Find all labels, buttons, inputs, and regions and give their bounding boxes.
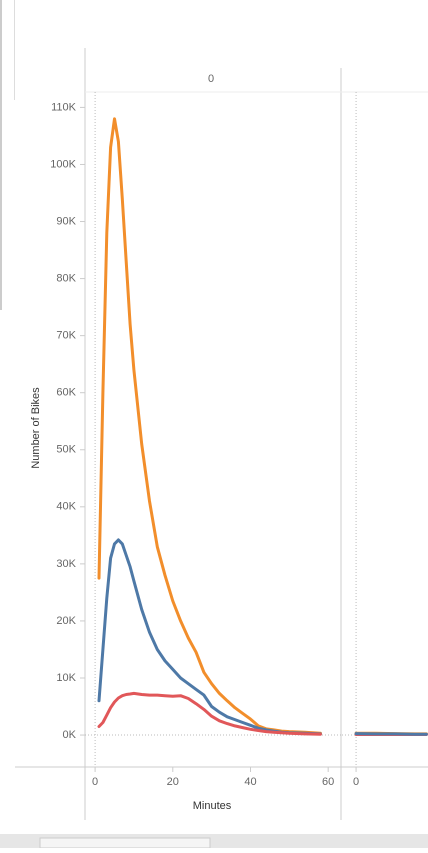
- x-tick-label: 0: [92, 776, 98, 788]
- series-line: [97, 117, 322, 735]
- y-tick-label: 70K: [56, 330, 76, 342]
- left-edge: [0, 0, 2, 310]
- y-tick-label: 40K: [56, 501, 76, 513]
- x-tick-label: 60: [322, 776, 334, 788]
- pane-header: 0: [208, 73, 214, 85]
- y-tick-label: 100K: [50, 158, 76, 170]
- series-line: [97, 691, 322, 736]
- series-line: [354, 732, 428, 736]
- y-tick-label: 80K: [56, 272, 76, 284]
- y-tick-label: 10K: [56, 672, 76, 684]
- y-tick-label: 110K: [51, 101, 77, 113]
- frame-line: [14, 0, 15, 100]
- y-tick-label: 0K: [63, 729, 77, 741]
- y-tick-label: 30K: [56, 558, 76, 570]
- y-tick-label: 50K: [56, 444, 76, 456]
- x-tick-label: 20: [167, 776, 179, 788]
- series-line: [97, 538, 322, 736]
- tab[interactable]: [39, 837, 211, 849]
- y-tick-label: 20K: [56, 615, 76, 627]
- y-tick-label: 90K: [56, 215, 76, 227]
- y-tick-label: 60K: [56, 387, 76, 399]
- x-axis-title: Minutes: [193, 800, 232, 812]
- y-axis-title: Number of Bikes: [30, 387, 42, 469]
- x-tick-label: 0: [353, 776, 359, 788]
- x-tick-label: 40: [244, 776, 256, 788]
